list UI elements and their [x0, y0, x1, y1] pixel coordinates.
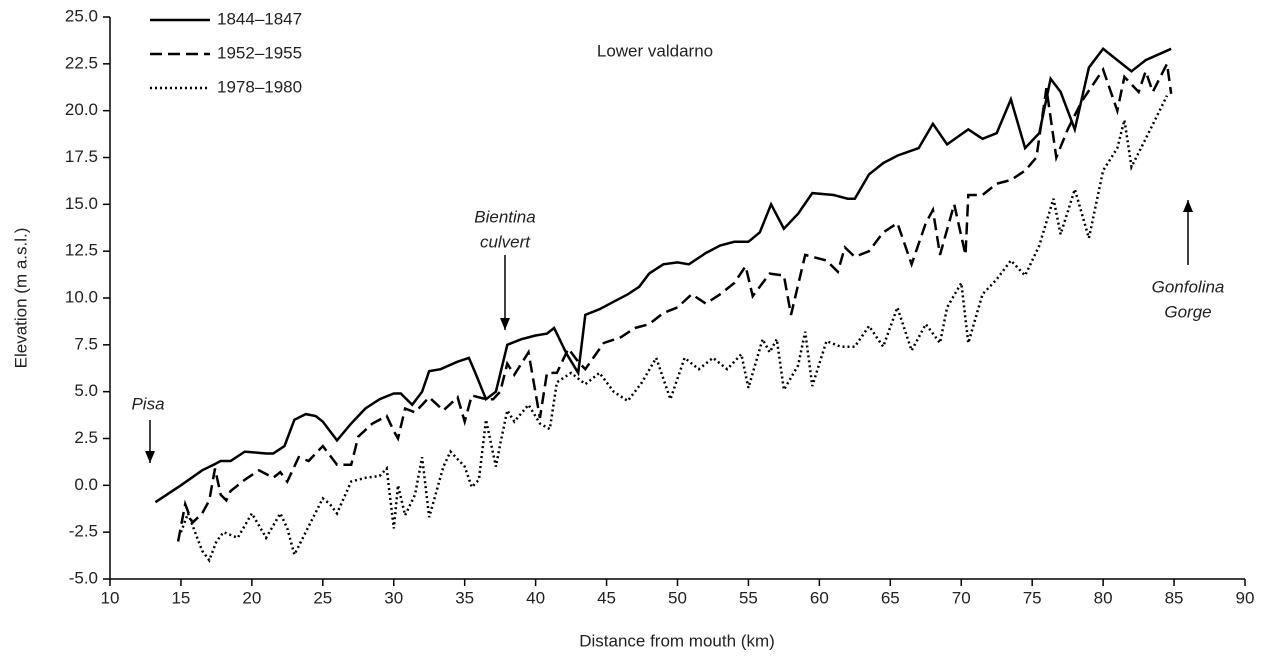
x-tick-label: 40 — [526, 588, 545, 607]
x-tick-label: 65 — [881, 588, 900, 607]
annotation: Pisa — [131, 394, 164, 413]
y-tick-label: 12.5 — [65, 241, 98, 260]
x-tick-label: 70 — [952, 588, 971, 607]
annotation: Gonfolina — [1152, 277, 1225, 296]
arrow-head — [500, 318, 510, 330]
y-tick-label: -2.5 — [69, 522, 98, 541]
arrow-head — [1183, 200, 1193, 212]
y-tick-label: 17.5 — [65, 147, 98, 166]
x-tick-label: 90 — [1236, 588, 1255, 607]
annotation: culvert — [480, 232, 531, 251]
x-tick-label: 25 — [313, 588, 332, 607]
y-tick-label: -5.0 — [69, 568, 98, 587]
x-tick-label: 75 — [1023, 588, 1042, 607]
y-tick-label: 15.0 — [65, 194, 98, 213]
y-tick-label: 20.0 — [65, 100, 98, 119]
x-tick-label: 10 — [101, 588, 120, 607]
y-tick-label: 5.0 — [74, 381, 98, 400]
x-tick-label: 80 — [1094, 588, 1113, 607]
y-tick-label: 2.5 — [74, 428, 98, 447]
y-tick-label: 7.5 — [74, 334, 98, 353]
arrow-head — [145, 451, 155, 463]
x-tick-label: 45 — [597, 588, 616, 607]
annotation: Bientina — [474, 207, 535, 226]
data-line — [154, 47, 1172, 504]
y-tick-label: 25.0 — [65, 6, 98, 25]
x-tick-label: 85 — [1165, 588, 1184, 607]
y-tick-label: 0.0 — [74, 475, 98, 494]
legend-label: 1844–1847 — [217, 9, 302, 28]
y-axis-label: Elevation (m a.s.l.) — [11, 228, 30, 369]
x-tick-label: 20 — [242, 588, 261, 607]
x-tick-label: 30 — [384, 588, 403, 607]
x-axis-label: Distance from mouth (km) — [579, 631, 775, 650]
x-tick-label: 50 — [668, 588, 687, 607]
data-line — [179, 95, 1169, 563]
data-line — [176, 59, 1173, 542]
y-tick-label: 22.5 — [65, 53, 98, 72]
x-tick-label: 60 — [810, 588, 829, 607]
legend-label: 1952–1955 — [217, 43, 302, 62]
legend-label: 1978–1980 — [217, 77, 302, 96]
x-tick-label: 15 — [171, 588, 190, 607]
y-tick-label: 10.0 — [65, 287, 98, 306]
annotation: Lower valdarno — [597, 41, 713, 60]
x-tick-label: 55 — [739, 588, 758, 607]
annotation: Gorge — [1164, 302, 1211, 321]
x-tick-label: 35 — [455, 588, 474, 607]
